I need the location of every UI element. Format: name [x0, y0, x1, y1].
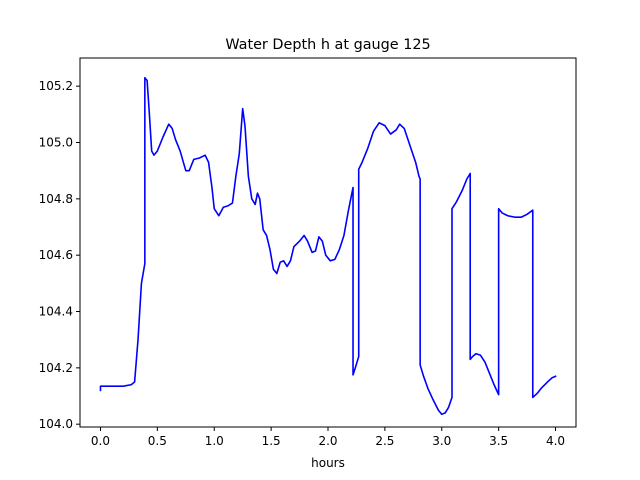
y-tick-label: 104.6: [39, 248, 73, 262]
y-tick-label: 104.4: [39, 305, 73, 319]
y-axis-ticks: 104.0 104.2 104.4 104.6 104.8 105.0 105.2: [39, 79, 80, 431]
x-axis-ticks: 0.0 0.5 1.0 1.5 2.0 2.5 3.0 3.5 4.0: [91, 427, 565, 448]
series-line-0: [99, 76, 557, 416]
x-tick-label: 0.5: [148, 434, 167, 448]
x-tick-label: 3.5: [489, 434, 508, 448]
x-axis-label: hours: [311, 456, 345, 470]
series-layer: [99, 76, 557, 416]
y-tick-label: 104.8: [39, 192, 73, 206]
y-tick-label: 105.2: [39, 79, 73, 93]
x-tick-label: 1.5: [262, 434, 281, 448]
x-tick-label: 3.0: [432, 434, 451, 448]
y-tick-label: 104.0: [39, 417, 73, 431]
y-tick-label: 105.0: [39, 136, 73, 150]
x-tick-label: 4.0: [546, 434, 565, 448]
x-tick-label: 2.5: [375, 434, 394, 448]
x-tick-label: 1.0: [205, 434, 224, 448]
y-tick-label: 104.2: [39, 361, 73, 375]
chart-title: Water Depth h at gauge 125: [225, 37, 430, 53]
x-tick-label: 0.0: [91, 434, 110, 448]
x-tick-label: 2.0: [318, 434, 337, 448]
